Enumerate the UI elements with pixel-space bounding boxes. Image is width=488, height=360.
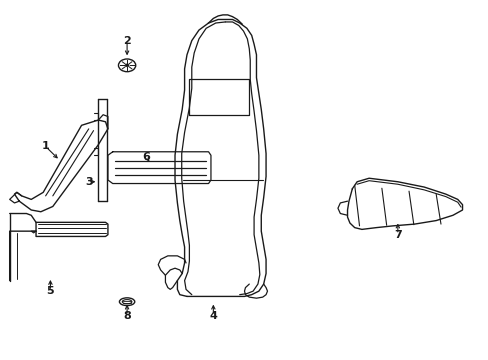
Text: 6: 6: [142, 152, 150, 162]
Text: 5: 5: [46, 286, 54, 296]
Text: 3: 3: [85, 177, 92, 187]
Text: 8: 8: [123, 311, 131, 321]
Text: 7: 7: [393, 230, 401, 240]
Circle shape: [125, 64, 129, 67]
Text: 1: 1: [41, 141, 49, 152]
Text: 2: 2: [123, 36, 131, 46]
Text: 4: 4: [209, 311, 217, 321]
